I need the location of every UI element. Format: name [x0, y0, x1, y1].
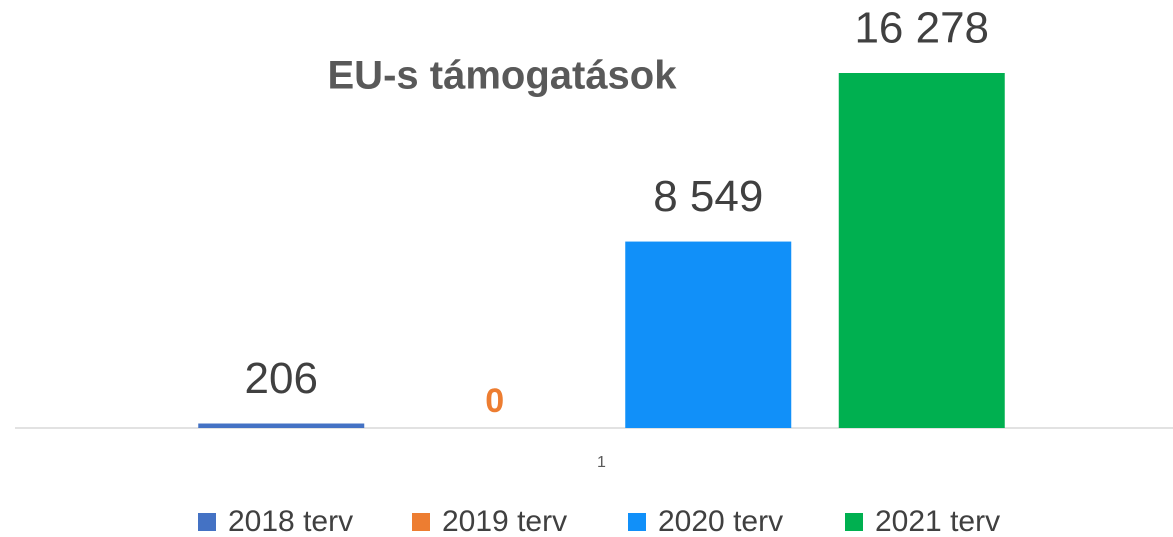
legend-swatch [845, 513, 863, 531]
bar [838, 73, 1005, 428]
legend-swatch [412, 513, 430, 531]
legend-label: 2019 terv [442, 505, 567, 537]
legend-label: 2018 terv [228, 505, 353, 537]
data-label: 16 278 [854, 4, 989, 53]
legend-swatch [198, 513, 216, 531]
data-label: 8 549 [653, 172, 763, 221]
chart-title: EU-s támogatások [328, 54, 678, 98]
bar [198, 423, 365, 428]
bar [625, 241, 792, 428]
data-label: 206 [245, 354, 318, 403]
data-label: 0 [485, 382, 504, 420]
legend-label: 2020 terv [658, 505, 783, 537]
legend-label: 2021 terv [875, 505, 1000, 537]
legend-swatch [628, 513, 646, 531]
x-tick-label: 1 [597, 454, 606, 471]
